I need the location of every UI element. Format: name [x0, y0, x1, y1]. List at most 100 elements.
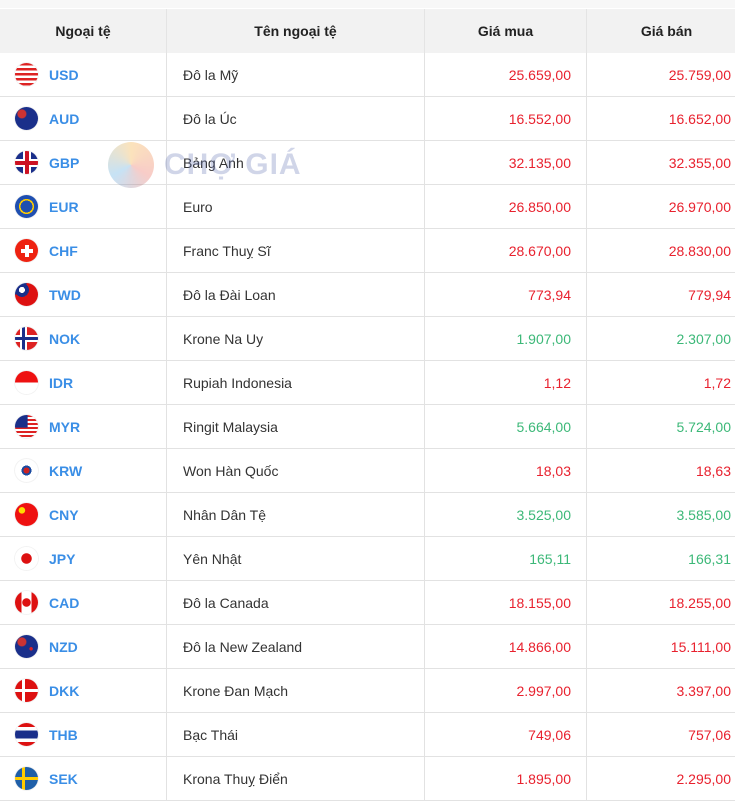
buy-price: 32.135,00 — [425, 141, 587, 185]
currency-code-link[interactable]: CHF — [49, 243, 78, 259]
table-row: MYR Ringit Malaysia 5.664,00 5.724,00 — [0, 405, 735, 449]
header-buy-price: Giá mua — [425, 9, 587, 53]
currency-code-cell: SEK — [0, 767, 166, 790]
currency-code-link[interactable]: JPY — [49, 551, 75, 567]
currency-code-link[interactable]: CNY — [49, 507, 79, 523]
table-row: CHF Franc Thuỵ Sĩ 28.670,00 28.830,00 — [0, 229, 735, 273]
currency-code-cell: KRW — [0, 459, 166, 482]
sell-price: 26.970,00 — [587, 185, 735, 229]
top-spacer — [0, 0, 735, 9]
currency-name: Đô la Đài Loan — [167, 273, 425, 317]
sell-price: 779,94 — [587, 273, 735, 317]
sell-price: 166,31 — [587, 537, 735, 581]
currency-code-link[interactable]: SEK — [49, 771, 78, 787]
currency-code-cell: DKK — [0, 679, 166, 702]
sell-price: 2.307,00 — [587, 317, 735, 361]
buy-price: 1.895,00 — [425, 757, 587, 801]
kr-flag-icon — [15, 459, 38, 482]
sell-price: 15.111,00 — [587, 625, 735, 669]
currency-code-link[interactable]: KRW — [49, 463, 82, 479]
table-row: EUR Euro 26.850,00 26.970,00 — [0, 185, 735, 229]
buy-price: 28.670,00 — [425, 229, 587, 273]
table-row: USD Đô la Mỹ 25.659,00 25.759,00 — [0, 53, 735, 97]
buy-price: 165,11 — [425, 537, 587, 581]
sell-price: 16.652,00 — [587, 97, 735, 141]
sell-price: 3.585,00 — [587, 493, 735, 537]
no-flag-icon — [15, 327, 38, 350]
currency-code-link[interactable]: TWD — [49, 287, 81, 303]
currency-code-cell: IDR — [0, 371, 166, 394]
currency-code-cell: CNY — [0, 503, 166, 526]
currency-code-link[interactable]: AUD — [49, 111, 79, 127]
table-row: NOK Krone Na Uy 1.907,00 2.307,00 — [0, 317, 735, 361]
gb-flag-icon — [15, 151, 38, 174]
currency-name: Krone Na Uy — [167, 317, 425, 361]
sell-price: 32.355,00 — [587, 141, 735, 185]
au-flag-icon — [15, 107, 38, 130]
sell-price: 3.397,00 — [587, 669, 735, 713]
currency-code-cell: MYR — [0, 415, 166, 438]
buy-price: 3.525,00 — [425, 493, 587, 537]
ca-flag-icon — [15, 591, 38, 614]
table-row: AUD Đô la Úc 16.552,00 16.652,00 — [0, 97, 735, 141]
buy-price: 26.850,00 — [425, 185, 587, 229]
currency-code-cell: THB — [0, 723, 166, 746]
header-currency-name: Tên ngoại tệ — [167, 9, 425, 53]
currency-code-link[interactable]: NZD — [49, 639, 78, 655]
dk-flag-icon — [15, 679, 38, 702]
currency-code-cell: NZD — [0, 635, 166, 658]
table-row: GBP Bảng Anh 32.135,00 32.355,00 — [0, 141, 735, 185]
table-row: DKK Krone Đan Mạch 2.997,00 3.397,00 — [0, 669, 735, 713]
nz-flag-icon — [15, 635, 38, 658]
currency-code-cell: JPY — [0, 547, 166, 570]
currency-code-link[interactable]: GBP — [49, 155, 79, 171]
sell-price: 18,63 — [587, 449, 735, 493]
my-flag-icon — [15, 415, 38, 438]
table-row: CAD Đô la Canada 18.155,00 18.255,00 — [0, 581, 735, 625]
currency-name: Franc Thuỵ Sĩ — [167, 229, 425, 273]
currency-code-link[interactable]: NOK — [49, 331, 80, 347]
sell-price: 757,06 — [587, 713, 735, 757]
currency-code-link[interactable]: USD — [49, 67, 79, 83]
currency-name: Euro — [167, 185, 425, 229]
buy-price: 1,12 — [425, 361, 587, 405]
table-header: Ngoại tệ Tên ngoại tệ Giá mua Giá bán — [0, 9, 735, 53]
buy-price: 2.997,00 — [425, 669, 587, 713]
currency-code-link[interactable]: IDR — [49, 375, 73, 391]
buy-price: 14.866,00 — [425, 625, 587, 669]
currency-name: Krona Thuỵ Điển — [167, 757, 425, 801]
sell-price: 1,72 — [587, 361, 735, 405]
sell-price: 25.759,00 — [587, 53, 735, 97]
sell-price: 18.255,00 — [587, 581, 735, 625]
header-sell-price: Giá bán — [587, 9, 735, 53]
eu-flag-icon — [15, 195, 38, 218]
currency-code-cell: GBP — [0, 151, 166, 174]
table-row: NZD Đô la New Zealand 14.866,00 15.111,0… — [0, 625, 735, 669]
buy-price: 1.907,00 — [425, 317, 587, 361]
currency-name: Nhân Dân Tệ — [167, 493, 425, 537]
buy-price: 773,94 — [425, 273, 587, 317]
buy-price: 749,06 — [425, 713, 587, 757]
buy-price: 25.659,00 — [425, 53, 587, 97]
currency-name: Đô la Úc — [167, 97, 425, 141]
cn-flag-icon — [15, 503, 38, 526]
table-row: KRW Won Hàn Quốc 18,03 18,63 — [0, 449, 735, 493]
table-row: SEK Krona Thuỵ Điển 1.895,00 2.295,00 — [0, 757, 735, 801]
currency-code-link[interactable]: CAD — [49, 595, 79, 611]
currency-code-cell: AUD — [0, 107, 166, 130]
currency-code-link[interactable]: DKK — [49, 683, 79, 699]
se-flag-icon — [15, 767, 38, 790]
currency-code-link[interactable]: MYR — [49, 419, 80, 435]
currency-code-cell: USD — [0, 63, 166, 86]
currency-code-link[interactable]: EUR — [49, 199, 79, 215]
currency-code-cell: TWD — [0, 283, 166, 306]
currency-code-cell: NOK — [0, 327, 166, 350]
currency-name: Bạc Thái — [167, 713, 425, 757]
currency-code-cell: CAD — [0, 591, 166, 614]
table-row: TWD Đô la Đài Loan 773,94 779,94 — [0, 273, 735, 317]
th-flag-icon — [15, 723, 38, 746]
currency-code-cell: EUR — [0, 195, 166, 218]
currency-code-link[interactable]: THB — [49, 727, 78, 743]
currency-name: Yên Nhật — [167, 537, 425, 581]
tw-flag-icon — [15, 283, 38, 306]
